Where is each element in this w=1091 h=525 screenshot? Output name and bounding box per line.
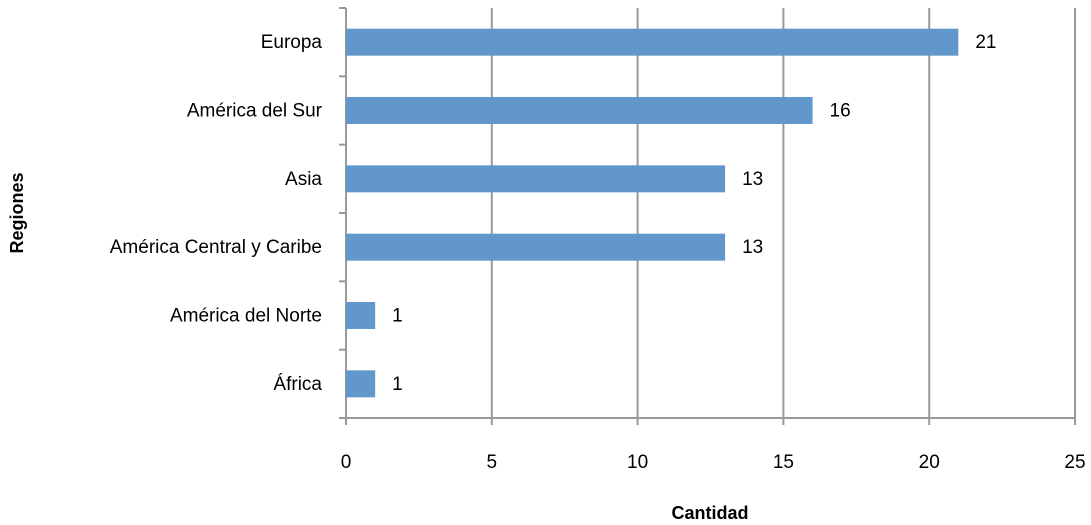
data-label: 13 xyxy=(742,169,763,190)
x-tick-label: 10 xyxy=(627,452,648,473)
bar xyxy=(346,28,959,56)
data-label: 16 xyxy=(830,101,851,122)
bar xyxy=(346,97,813,124)
y-tick-label: América del Norte xyxy=(170,306,322,327)
data-label: 1 xyxy=(392,374,403,395)
x-tick-label: 25 xyxy=(1064,452,1085,473)
y-axis-title: Regiones xyxy=(7,172,27,253)
data-label: 21 xyxy=(975,32,996,53)
x-axis-title: Cantidad xyxy=(671,503,748,523)
data-label: 13 xyxy=(742,237,763,258)
x-tick-label: 0 xyxy=(341,452,352,473)
bar xyxy=(346,165,726,193)
bar xyxy=(346,302,376,329)
x-tick-label: 5 xyxy=(487,452,498,473)
bar xyxy=(346,233,726,261)
data-label: 1 xyxy=(392,306,403,327)
y-tick-label: Europa xyxy=(261,32,323,53)
y-tick-label: América Central y Caribe xyxy=(110,237,322,258)
y-tick-label: América del Sur xyxy=(187,101,323,122)
y-tick-label: África xyxy=(273,374,322,395)
y-tick-label: Asia xyxy=(285,169,322,190)
bar xyxy=(346,370,376,398)
x-tick-label: 20 xyxy=(919,452,940,473)
x-tick-label: 15 xyxy=(773,452,794,473)
